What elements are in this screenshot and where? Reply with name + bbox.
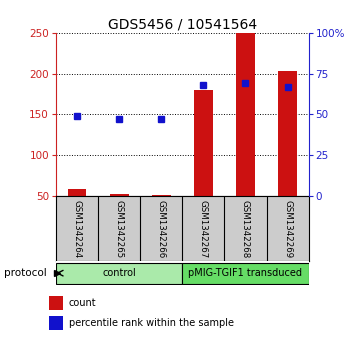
Text: GSM1342265: GSM1342265 [115, 200, 123, 258]
Text: pMIG-TGIF1 transduced: pMIG-TGIF1 transduced [188, 268, 303, 278]
Text: GSM1342268: GSM1342268 [241, 200, 250, 258]
Text: GSM1342264: GSM1342264 [73, 200, 82, 258]
Bar [278, 71, 297, 196]
Text: protocol: protocol [4, 268, 46, 278]
Text: GSM1342266: GSM1342266 [157, 200, 166, 258]
Bar [49, 296, 64, 310]
FancyBboxPatch shape [182, 262, 309, 284]
Bar [236, 33, 255, 196]
Bar [49, 316, 64, 330]
FancyBboxPatch shape [56, 262, 182, 284]
Text: percentile rank within the sample: percentile rank within the sample [69, 318, 234, 329]
Bar [152, 195, 171, 196]
Text: control: control [102, 268, 136, 278]
Text: GSM1342269: GSM1342269 [283, 200, 292, 258]
Text: count: count [69, 298, 96, 309]
Bar [110, 194, 129, 196]
Bar [68, 189, 87, 196]
Bar [194, 90, 213, 196]
Text: GSM1342267: GSM1342267 [199, 200, 208, 258]
Title: GDS5456 / 10541564: GDS5456 / 10541564 [108, 17, 257, 32]
